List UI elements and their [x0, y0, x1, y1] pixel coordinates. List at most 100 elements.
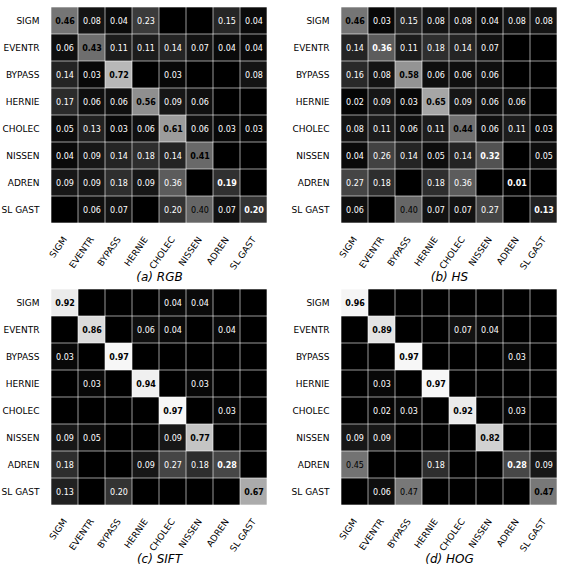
- svg-text:0.14: 0.14: [346, 44, 364, 53]
- svg-text:0.09: 0.09: [164, 434, 182, 443]
- svg-text:0.06: 0.06: [400, 125, 418, 134]
- svg-text:BYPASS: BYPASS: [6, 352, 40, 362]
- svg-text:0.04: 0.04: [56, 152, 74, 161]
- svg-text:ADREN: ADREN: [495, 517, 521, 549]
- svg-text:SIGM: SIGM: [338, 517, 359, 542]
- svg-text:SIGM: SIGM: [16, 298, 39, 308]
- svg-text:0.07: 0.07: [481, 44, 499, 53]
- svg-text:0.04: 0.04: [481, 17, 499, 26]
- svg-text:0.97: 0.97: [399, 353, 419, 362]
- svg-text:0.06: 0.06: [427, 71, 445, 80]
- svg-text:0.40: 0.40: [400, 206, 418, 215]
- svg-text:0.03: 0.03: [83, 71, 101, 80]
- svg-text:NISSEN: NISSEN: [177, 235, 204, 268]
- svg-text:0.97: 0.97: [109, 353, 129, 362]
- svg-text:0.32: 0.32: [480, 152, 500, 161]
- svg-text:0.03: 0.03: [83, 380, 101, 389]
- svg-text:SIGM: SIGM: [306, 298, 329, 308]
- svg-text:(a) RGB: (a) RGB: [136, 270, 182, 283]
- svg-text:0.13: 0.13: [534, 206, 554, 215]
- svg-text:CHOLEC: CHOLEC: [148, 517, 177, 553]
- svg-text:0.20: 0.20: [244, 206, 264, 215]
- svg-text:NISSEN: NISSEN: [467, 235, 494, 268]
- svg-text:0.96: 0.96: [345, 299, 365, 308]
- svg-text:0.11: 0.11: [400, 44, 418, 53]
- svg-text:0.09: 0.09: [535, 461, 553, 470]
- svg-text:(d) HOG: (d) HOG: [425, 552, 474, 565]
- svg-text:0.27: 0.27: [164, 461, 182, 470]
- svg-text:0.36: 0.36: [164, 179, 182, 188]
- svg-text:0.14: 0.14: [454, 152, 472, 161]
- svg-text:0.20: 0.20: [110, 488, 128, 497]
- svg-text:0.14: 0.14: [164, 44, 182, 53]
- svg-text:0.03: 0.03: [508, 353, 526, 362]
- svg-text:0.06: 0.06: [454, 71, 472, 80]
- svg-text:0.03: 0.03: [373, 380, 391, 389]
- svg-text:0.27: 0.27: [346, 179, 364, 188]
- svg-text:0.06: 0.06: [346, 206, 364, 215]
- svg-text:CHOLEC: CHOLEC: [148, 235, 177, 271]
- svg-text:0.03: 0.03: [508, 407, 526, 416]
- svg-text:0.04: 0.04: [191, 299, 209, 308]
- svg-text:EVENTR: EVENTR: [293, 325, 329, 335]
- svg-text:ADREN: ADREN: [8, 460, 40, 470]
- svg-text:HERNIE: HERNIE: [6, 97, 40, 107]
- svg-text:CHOLEC: CHOLEC: [2, 124, 39, 134]
- svg-text:0.06: 0.06: [373, 488, 391, 497]
- svg-text:0.11: 0.11: [373, 125, 391, 134]
- svg-text:NISSEN: NISSEN: [296, 151, 329, 161]
- svg-text:0.45: 0.45: [346, 461, 364, 470]
- svg-text:0.41: 0.41: [190, 152, 210, 161]
- svg-text:0.03: 0.03: [110, 125, 128, 134]
- svg-text:SIGM: SIGM: [48, 235, 69, 260]
- svg-text:CHOLEC: CHOLEC: [438, 517, 467, 553]
- svg-text:HERNIE: HERNIE: [412, 235, 440, 269]
- svg-text:0.06: 0.06: [137, 326, 155, 335]
- svg-text:0.40: 0.40: [191, 206, 209, 215]
- svg-text:0.36: 0.36: [372, 44, 392, 53]
- svg-text:0.20: 0.20: [164, 206, 182, 215]
- svg-text:BYPASS: BYPASS: [296, 70, 330, 80]
- svg-text:0.11: 0.11: [427, 125, 445, 134]
- svg-text:0.04: 0.04: [218, 44, 236, 53]
- svg-text:0.08: 0.08: [454, 17, 472, 26]
- svg-text:NISSEN: NISSEN: [6, 433, 39, 443]
- svg-text:0.03: 0.03: [400, 98, 418, 107]
- svg-text:0.07: 0.07: [454, 326, 472, 335]
- svg-text:0.72: 0.72: [109, 71, 129, 80]
- svg-text:0.43: 0.43: [82, 44, 102, 53]
- svg-text:BYPASS: BYPASS: [296, 352, 330, 362]
- svg-text:0.56: 0.56: [136, 98, 156, 107]
- svg-text:0.92: 0.92: [453, 407, 473, 416]
- svg-text:BYPASS: BYPASS: [96, 517, 124, 551]
- svg-text:BYPASS: BYPASS: [386, 235, 414, 269]
- svg-text:HERNIE: HERNIE: [296, 97, 330, 107]
- svg-text:0.18: 0.18: [191, 461, 209, 470]
- svg-text:CHOLEC: CHOLEC: [292, 124, 329, 134]
- svg-text:0.67: 0.67: [244, 488, 264, 497]
- svg-text:0.04: 0.04: [218, 326, 236, 335]
- svg-text:0.06: 0.06: [481, 125, 499, 134]
- svg-text:0.07: 0.07: [427, 206, 445, 215]
- svg-text:SL GAST: SL GAST: [2, 487, 40, 497]
- svg-text:0.03: 0.03: [218, 125, 236, 134]
- svg-text:CHOLEC: CHOLEC: [438, 235, 467, 271]
- svg-text:0.36: 0.36: [454, 179, 472, 188]
- svg-text:0.06: 0.06: [110, 98, 128, 107]
- svg-text:0.06: 0.06: [191, 125, 209, 134]
- svg-text:0.09: 0.09: [137, 461, 155, 470]
- svg-text:0.05: 0.05: [56, 125, 74, 134]
- svg-text:0.06: 0.06: [191, 98, 209, 107]
- svg-text:0.02: 0.02: [346, 98, 364, 107]
- svg-text:0.46: 0.46: [55, 17, 75, 26]
- svg-text:0.47: 0.47: [534, 488, 554, 497]
- svg-text:0.15: 0.15: [400, 17, 418, 26]
- svg-text:ADREN: ADREN: [205, 517, 231, 549]
- svg-text:0.03: 0.03: [373, 17, 391, 26]
- svg-text:0.03: 0.03: [400, 407, 418, 416]
- svg-text:NISSEN: NISSEN: [467, 517, 494, 550]
- svg-text:0.82: 0.82: [480, 434, 500, 443]
- svg-text:0.07: 0.07: [454, 206, 472, 215]
- svg-text:SL GAST: SL GAST: [518, 516, 548, 553]
- svg-text:EVENTR: EVENTR: [357, 235, 386, 270]
